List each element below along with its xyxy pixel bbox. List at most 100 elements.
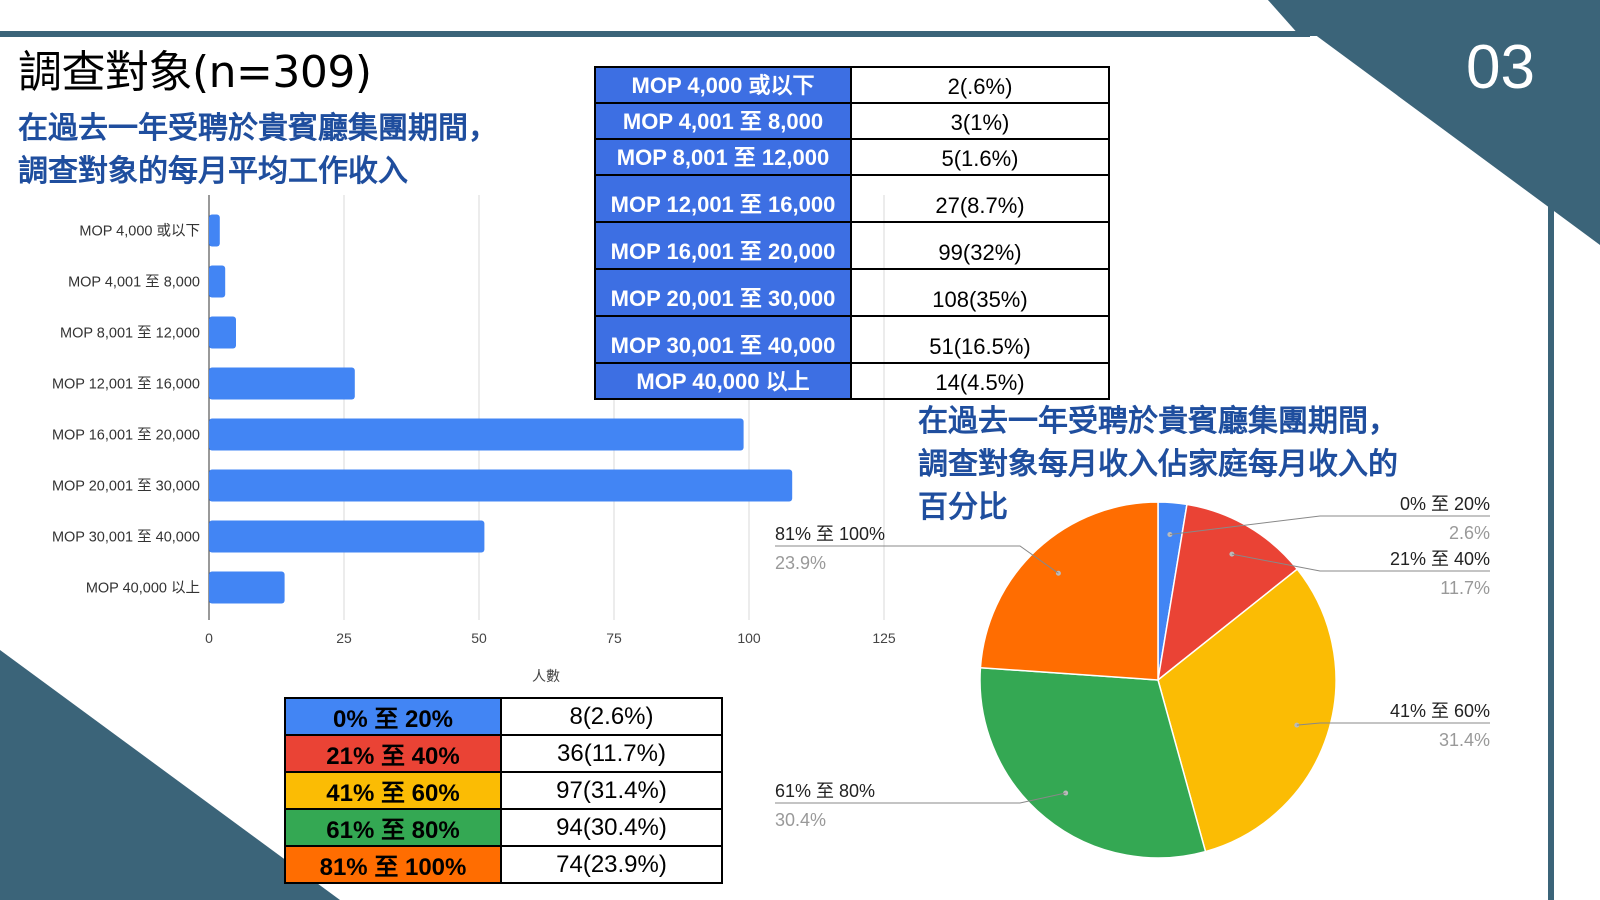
pie-callout-line (1296, 722, 1490, 726)
income-table-row: MOP 30,001 至 40,000 51(16.5%) (594, 315, 1110, 364)
pie-value-label: 11.7% (1440, 578, 1490, 598)
bar-x-tick-label: 50 (471, 630, 487, 646)
income-share-count-cell: 97(31.4%) (500, 771, 723, 810)
bar-x-tick-label: 125 (872, 630, 896, 646)
bar-category-label: MOP 4,000 或以下 (79, 223, 200, 240)
bar (209, 571, 285, 604)
income-range-cell: MOP 4,000 或以下 (594, 66, 852, 104)
bar-x-tick-label: 100 (737, 630, 761, 646)
pct-heading-line1: 在過去一年受聘於貴賓廳集團期間， (918, 404, 1398, 439)
pie-callout-dot (1294, 722, 1300, 728)
pie-value-label: 23.9% (775, 553, 826, 573)
pie-callout-line (1169, 515, 1490, 536)
income-range-cell: MOP 40,000 以上 (594, 362, 852, 400)
income-count-cell: 3(1%) (850, 102, 1110, 140)
pie-callout-line (775, 545, 1059, 574)
right-border-line (1548, 200, 1554, 900)
income-count-cell: 51(16.5%) (850, 315, 1110, 364)
pie-slice (1157, 568, 1337, 853)
pct-chart-heading: 在過去一年受聘於貴賓廳集團期間， 調查對象每月收入佔家庭每月收入的 百分比 (918, 400, 1398, 529)
income-share-count-cell: 94(30.4%) (500, 808, 723, 847)
income-share-row: 81% 至 100% 74(23.9%) (284, 845, 723, 884)
pie-slice (1156, 503, 1299, 682)
income-count-cell: 27(8.7%) (850, 174, 1110, 223)
income-range-cell: MOP 12,001 至 16,000 (594, 174, 852, 223)
income-share-row: 21% 至 40% 36(11.7%) (284, 734, 723, 773)
income-share-row: 0% 至 20% 8(2.6%) (284, 697, 723, 736)
pie-category-label: 21% 至 40% (1390, 549, 1490, 569)
pie-callout-dot (1167, 532, 1173, 538)
pie-category-label: 81% 至 100% (775, 524, 885, 544)
bar-category-label: MOP 20,001 至 30,000 (52, 479, 200, 495)
income-heading-line1: 在過去一年受聘於貴賓廳集團期間， (18, 111, 498, 146)
pie-slice (979, 666, 1207, 859)
income-share-range-cell: 0% 至 20% (284, 697, 502, 736)
income-share-range-cell: 41% 至 60% (284, 771, 502, 810)
income-range-cell: MOP 20,001 至 30,000 (594, 268, 852, 317)
income-share-range-cell: 81% 至 100% (284, 845, 502, 884)
income-table-row: MOP 40,000 以上 14(4.5%) (594, 362, 1110, 400)
top-right-corner-band-upper (1268, 0, 1600, 36)
pie-category-label: 61% 至 80% (775, 781, 875, 801)
income-share-table: 0% 至 20% 8(2.6%) 21% 至 40% 36(11.7%) 41% 至 6… (284, 697, 723, 884)
pct-heading-line2: 調查對象每月收入佔家庭每月收入的 (918, 447, 1398, 482)
bar-x-tick-label: 75 (606, 630, 622, 646)
pie-value-label: 30.4% (775, 810, 826, 830)
income-share-row: 41% 至 60% 97(31.4%) (284, 771, 723, 810)
bar-category-label: MOP 16,001 至 20,000 (52, 428, 200, 444)
bar (209, 265, 226, 298)
income-range-cell: MOP 16,001 至 20,000 (594, 221, 852, 270)
pie-value-label: 2.6% (1449, 523, 1490, 543)
income-table-row: MOP 4,001 至 8,000 3(1%) (594, 102, 1110, 140)
bar-category-label: MOP 40,000 以上 (86, 580, 200, 597)
income-share-pie-chart: 0% 至 20% 2.6% 21% 至 40% 11.7% 41% 至 60% 31.4%… (775, 494, 1490, 859)
income-count-cell: 5(1.6%) (850, 138, 1110, 176)
income-share-count-cell: 74(23.9%) (500, 845, 723, 884)
income-chart-heading: 在過去一年受聘於貴賓廳集團期間， 調查對象的每月平均工作收入 (18, 107, 498, 193)
bar-x-tick-label: 25 (336, 630, 352, 646)
income-table-row: MOP 16,001 至 20,000 99(32%) (594, 221, 1110, 270)
income-share-row: 61% 至 80% 94(30.4%) (284, 808, 723, 847)
income-table: MOP 4,000 或以下 2(.6%) MOP 4,001 至 8,000 3(1%… (594, 66, 1110, 400)
pie-value-label: 31.4% (1439, 730, 1490, 750)
bar-category-label: MOP 30,001 至 40,000 (52, 530, 200, 546)
bar-category-label: MOP 4,001 至 8,000 (68, 275, 200, 291)
bar-x-tick-label: 0 (205, 630, 213, 646)
income-range-cell: MOP 4,001 至 8,000 (594, 102, 852, 140)
pie-callout-line (775, 792, 1066, 804)
pct-heading-line3: 百分比 (918, 490, 1008, 525)
slide-title: 調查對象(n=309) (18, 47, 372, 98)
bar (209, 316, 236, 349)
income-table-row: MOP 4,000 或以下 2(.6%) (594, 66, 1110, 104)
bar-x-axis-label: 人數 (532, 668, 560, 684)
income-bar-chart: MOP 4,000 或以下 MOP 4,001 至 8,000 MOP 8,001 … (52, 195, 896, 684)
bar (209, 520, 485, 553)
income-count-cell: 99(32%) (850, 221, 1110, 270)
bar (209, 418, 744, 451)
pie-slice (979, 501, 1159, 681)
income-range-cell: MOP 8,001 至 12,000 (594, 138, 852, 176)
top-right-corner-band (1268, 0, 1600, 245)
income-range-cell: MOP 30,001 至 40,000 (594, 315, 852, 364)
pie-category-label: 0% 至 20% (1400, 494, 1490, 514)
income-table-row: MOP 8,001 至 12,000 5(1.6%) (594, 138, 1110, 176)
income-share-range-cell: 21% 至 40% (284, 734, 502, 773)
bar (209, 367, 355, 400)
bar (209, 469, 793, 502)
bar-category-label: MOP 12,001 至 16,000 (52, 377, 200, 393)
top-divider-line (0, 31, 1310, 37)
income-table-row: MOP 12,001 至 16,000 27(8.7%) (594, 174, 1110, 223)
income-share-count-cell: 36(11.7%) (500, 734, 723, 773)
income-count-cell: 108(35%) (850, 268, 1110, 317)
income-share-range-cell: 61% 至 80% (284, 808, 502, 847)
income-heading-line2: 調查對象的每月平均工作收入 (18, 154, 408, 189)
income-count-cell: 14(4.5%) (850, 362, 1110, 400)
bar (209, 214, 220, 247)
pie-category-label: 41% 至 60% (1390, 701, 1490, 721)
income-share-count-cell: 8(2.6%) (500, 697, 723, 736)
bar-category-label: MOP 8,001 至 12,000 (60, 326, 200, 342)
slide-number: 03 (1466, 33, 1535, 102)
income-table-row: MOP 20,001 至 30,000 108(35%) (594, 268, 1110, 317)
pie-callout-line (1231, 553, 1490, 572)
